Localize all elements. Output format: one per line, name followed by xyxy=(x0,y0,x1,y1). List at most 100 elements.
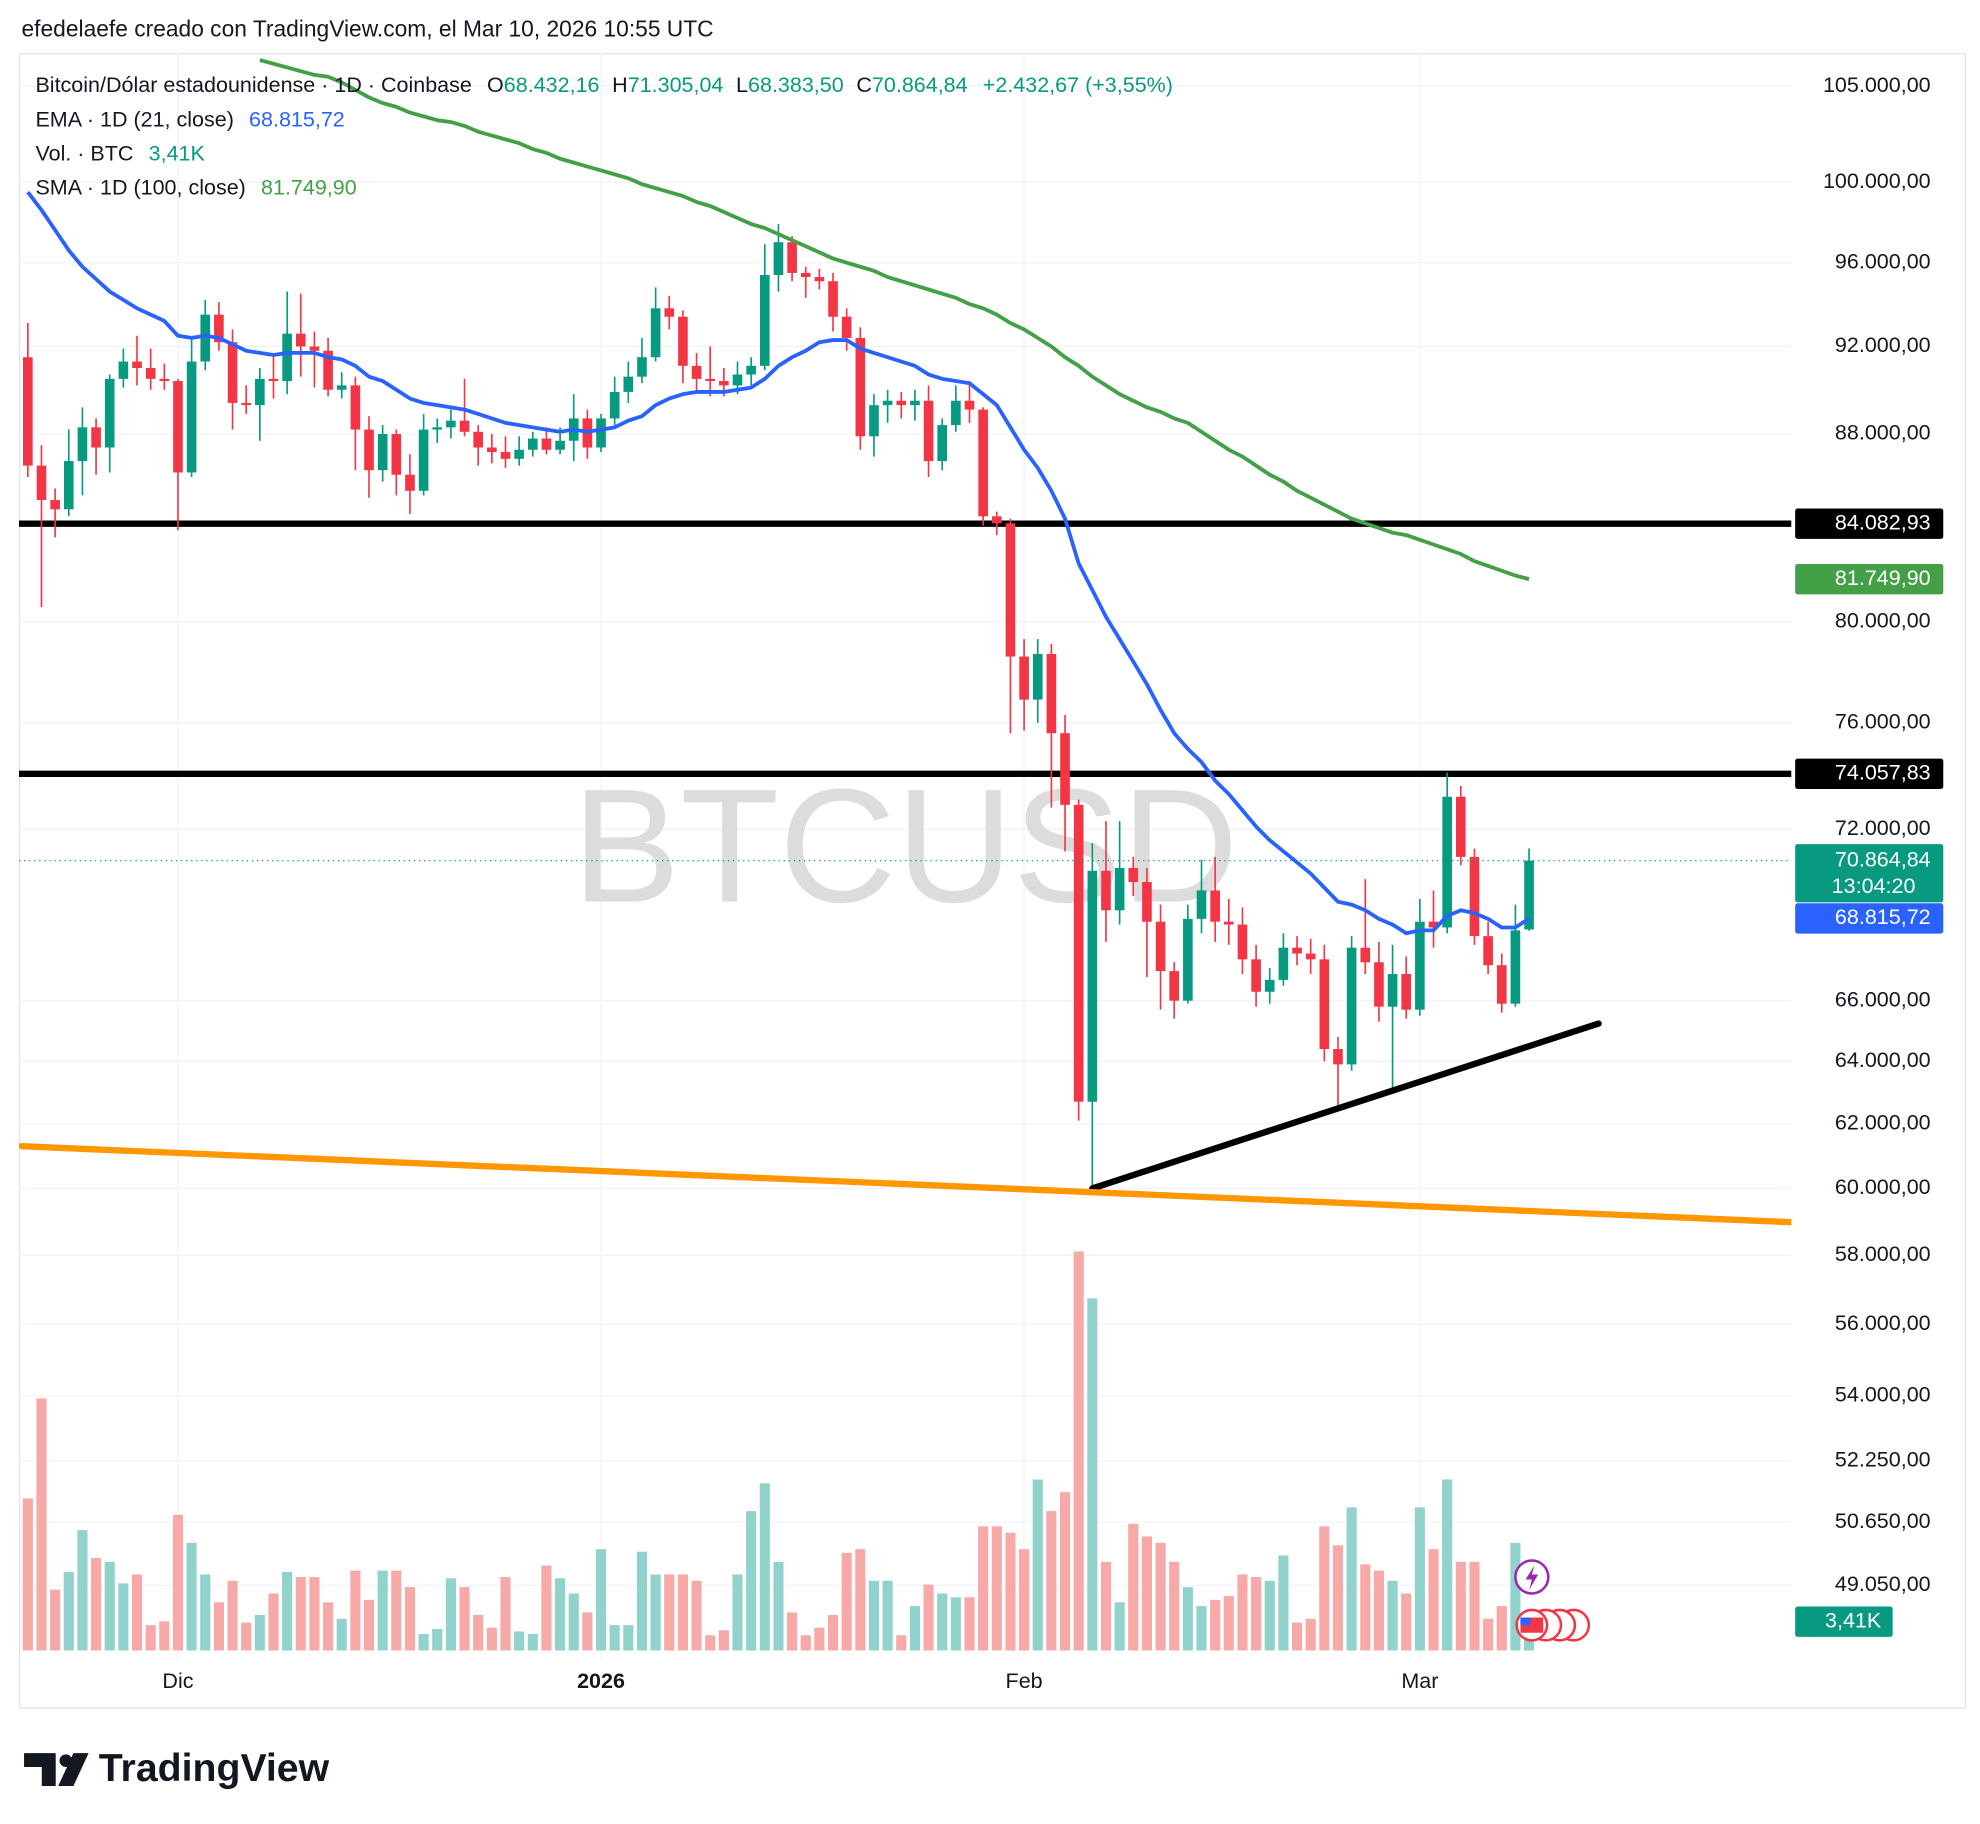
candle-body xyxy=(323,350,333,390)
candle-body xyxy=(637,357,647,377)
candle-body xyxy=(978,409,988,517)
volume-bar xyxy=(868,1580,880,1651)
candle-body xyxy=(1305,953,1316,960)
volume-bar xyxy=(595,1549,607,1651)
candle-body xyxy=(732,374,743,386)
x-tick-label: Dic xyxy=(162,1669,193,1693)
candle-body xyxy=(1237,924,1248,960)
y-tick-label: 52.250,00 xyxy=(1835,1448,1931,1472)
candle-body xyxy=(268,378,279,382)
candle-body xyxy=(1251,959,1261,992)
y-tick-label: 96.000,00 xyxy=(1835,249,1931,273)
candle-body xyxy=(282,333,292,382)
volume-bar xyxy=(295,1577,306,1651)
candle-body xyxy=(910,400,920,406)
candle-body xyxy=(309,346,320,351)
ohlc-key: H xyxy=(612,73,628,97)
candle-body xyxy=(1360,947,1371,963)
y-tick-label: 72.000,00 xyxy=(1835,816,1931,840)
volume-bar xyxy=(1100,1561,1112,1651)
candle-body xyxy=(773,242,784,275)
volume-bar xyxy=(677,1574,688,1651)
legend-row: Vol. · BTC 3,41K xyxy=(35,141,205,165)
price-label-box xyxy=(1795,844,1944,903)
volume-bar xyxy=(1196,1606,1207,1651)
candle-body xyxy=(432,427,443,430)
candle-body xyxy=(951,400,961,426)
candle-body xyxy=(1333,1049,1343,1065)
volume-bar xyxy=(473,1615,484,1651)
y-tick-label: 100.000,00 xyxy=(1823,169,1931,193)
candle-body xyxy=(118,361,129,379)
candle-body xyxy=(896,400,907,406)
volume-bar xyxy=(1087,1298,1098,1651)
volume-bar xyxy=(514,1631,525,1651)
volume-bar xyxy=(1319,1526,1330,1651)
candle-body xyxy=(1346,947,1357,1065)
volume-bar xyxy=(882,1580,893,1651)
legend-value: 68.815,72 xyxy=(249,107,345,131)
price-label-box xyxy=(1795,508,1944,539)
volume-bar xyxy=(131,1574,143,1651)
volume-bar xyxy=(1401,1593,1412,1651)
symbol-name: Bitcoin/Dólar estadounidense · 1D · Coin… xyxy=(35,73,471,97)
ohlc-value: 68.383,50 xyxy=(748,73,844,97)
candle-body xyxy=(514,449,524,459)
candle-body xyxy=(1060,733,1070,805)
candle-body xyxy=(446,420,456,428)
volume-bar xyxy=(1442,1479,1453,1651)
candle-body xyxy=(132,361,142,369)
volume-bar xyxy=(1469,1561,1480,1651)
volume-label-box xyxy=(1795,1606,1893,1637)
change: +2.432,67 (+3,55%) xyxy=(983,73,1173,97)
candle-body xyxy=(405,474,415,491)
volume-bar xyxy=(1305,1618,1316,1651)
volume-bar xyxy=(896,1635,907,1651)
candle-body xyxy=(596,418,606,448)
volume-bar xyxy=(486,1627,497,1651)
candle-body xyxy=(36,465,47,501)
volume-bar xyxy=(63,1571,74,1651)
volume-bar xyxy=(814,1627,825,1651)
countdown: 13:04:20 xyxy=(1832,874,1916,898)
volume-bar xyxy=(1032,1479,1043,1651)
candle-body xyxy=(1196,890,1207,919)
volume-bar xyxy=(1291,1622,1303,1651)
legend-name: SMA · 1D (100, close) xyxy=(35,175,245,199)
candle-body xyxy=(1292,947,1302,954)
candle-body xyxy=(937,425,948,462)
volume-bar xyxy=(404,1587,416,1651)
volume-bar xyxy=(1483,1618,1494,1651)
volume-bar xyxy=(500,1577,511,1651)
candle-body xyxy=(1114,867,1125,911)
volume-bar xyxy=(1141,1536,1152,1651)
candle-body xyxy=(104,378,115,448)
candle-body xyxy=(1128,867,1139,882)
volume-bar xyxy=(909,1606,920,1651)
volume-bar xyxy=(555,1578,566,1651)
candle-body xyxy=(705,378,716,382)
volume-bar xyxy=(145,1625,156,1651)
y-tick-label: 64.000,00 xyxy=(1835,1048,1931,1072)
candle-body xyxy=(227,342,238,403)
candle-body xyxy=(500,452,511,459)
logo-mark xyxy=(24,1753,56,1786)
candle-body xyxy=(1169,971,1180,1001)
volume-bar xyxy=(1264,1580,1275,1651)
candle-body xyxy=(91,427,101,448)
volume-bar xyxy=(636,1551,648,1651)
volume-bar xyxy=(827,1615,839,1651)
candle-body xyxy=(691,365,702,379)
volume-bar xyxy=(855,1549,866,1651)
volume-bar xyxy=(978,1526,989,1651)
volume-bar xyxy=(1210,1599,1221,1651)
volume-bar xyxy=(50,1589,61,1651)
candle-body xyxy=(1046,654,1057,734)
volume-bar xyxy=(937,1593,948,1651)
trend-line xyxy=(1089,1020,1602,1192)
candle-body xyxy=(719,381,729,386)
ohlc-key: L xyxy=(736,73,748,97)
candle-body xyxy=(1142,881,1152,922)
watermark: BTCUSD xyxy=(572,756,1238,937)
